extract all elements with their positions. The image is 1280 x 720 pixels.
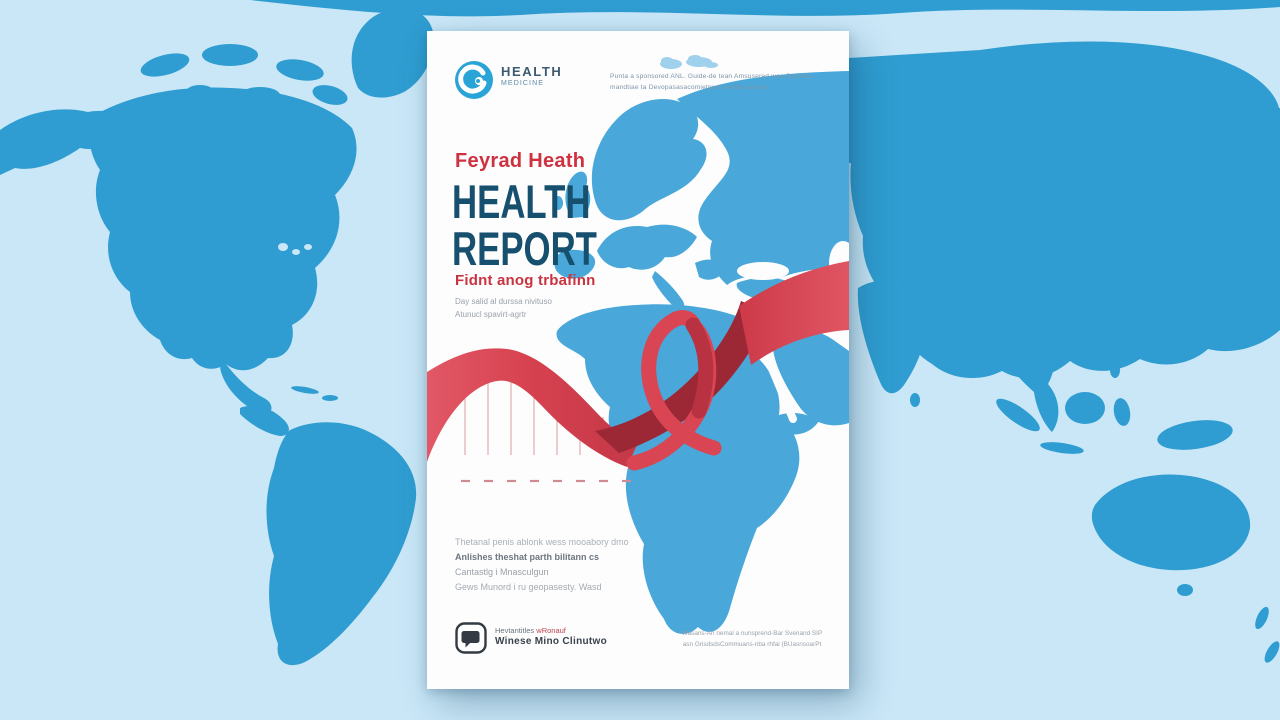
- ribbon-loop-shade: [685, 317, 714, 419]
- sakhalin: [1154, 120, 1166, 160]
- new-zealand: [1264, 641, 1280, 663]
- australia: [1091, 474, 1251, 571]
- new-zealand: [1255, 606, 1269, 630]
- sulawesi: [1113, 398, 1131, 426]
- new-guinea: [1157, 420, 1233, 450]
- black-sea: [737, 262, 789, 280]
- header-tagline-line1: Punta a sponsored ANL. Guide-de tean Ams…: [610, 73, 813, 80]
- footer-fineprint-line1: Wasans-An nemal a nunsprend-Bar Svenand …: [681, 630, 823, 637]
- poster-graphic-layer: [427, 71, 849, 634]
- south-america: [266, 422, 417, 666]
- ribbon-tail-right: [739, 261, 849, 365]
- mexico: [220, 364, 272, 414]
- logo-wordmark-line1: HEALTH: [501, 64, 563, 79]
- ireland: [553, 196, 563, 210]
- red-sea: [759, 343, 797, 423]
- body-paragraph-line1: Thetanal penis ablonk wess mooabory dmo: [455, 537, 629, 547]
- awareness-ribbon: [427, 261, 849, 471]
- clouds-icon: [660, 55, 718, 69]
- body-paragraph-line4: Gews Munord i ru geopasesty. Wasd: [455, 582, 602, 592]
- page-title-line1: HEALTH: [452, 175, 591, 228]
- inner-map-europe-africa: [553, 71, 849, 634]
- philippines: [1110, 362, 1120, 378]
- arctic-island: [140, 53, 190, 77]
- arctic-coast: [250, 0, 1280, 17]
- footer-org-line2: Winese Mino Clinutwo: [495, 636, 608, 647]
- japan: [1146, 180, 1158, 200]
- philippines: [1098, 331, 1112, 359]
- body-paragraph: Thetanal penis ablonk wess mooabory dmo …: [455, 535, 629, 595]
- borneo: [1065, 392, 1105, 424]
- title-note-line1: Day salid al durssa nivituso: [455, 297, 552, 306]
- footer-org-line1-dark: Hevtantitles: [495, 626, 537, 635]
- japan: [1175, 240, 1195, 270]
- speech-bubble-logo-icon: [455, 622, 487, 654]
- footer-fineprint-line2: asn GrisdsdsCommuans-nba rhfai (BUasnsoa…: [682, 640, 822, 648]
- ribbon-dark-band: [595, 301, 769, 453]
- java: [1040, 442, 1084, 454]
- tasmania: [1177, 584, 1193, 596]
- great-lake: [304, 244, 312, 250]
- asia: [849, 41, 1280, 379]
- sumatra: [996, 398, 1040, 432]
- great-lake: [292, 249, 300, 255]
- arabia: [772, 328, 849, 426]
- arctic-island: [312, 85, 348, 105]
- logo-wordmark-line2: MEDICINE: [501, 80, 545, 87]
- footer-org-line1: Hevtantitles wRonauf: [495, 626, 566, 635]
- central-america: [240, 405, 289, 436]
- footer-fineprint: Wasans-An nemal a nunsprend-Bar Svenand …: [673, 629, 831, 650]
- north-america: [89, 87, 357, 371]
- scandinavia: [591, 99, 707, 221]
- page-title: HEALTH REPORT: [452, 178, 597, 272]
- page-title-line2: REPORT: [452, 222, 597, 275]
- health-logo-icon: [455, 61, 493, 99]
- cuba: [291, 386, 319, 394]
- kamchatka: [1197, 95, 1221, 168]
- arctic-island: [202, 44, 258, 66]
- body-paragraph-line3: Cantastlg i Mnasculgun: [455, 567, 549, 577]
- body-paragraph-line2: Anlishes theshat parth bilitann cs: [455, 552, 600, 562]
- balkans: [695, 259, 727, 280]
- greenland: [351, 8, 434, 98]
- header-tagline-line2: mandtiae ta Devopasasacomietpurs Aandil-…: [610, 84, 768, 91]
- great-lake: [278, 243, 288, 251]
- britain: [565, 171, 591, 218]
- indochina: [985, 309, 1059, 432]
- footer-org-line1-red: wRonauf: [536, 626, 566, 635]
- italy: [652, 271, 685, 311]
- japan: [1158, 194, 1178, 236]
- sri-lanka: [910, 393, 920, 407]
- eastern-europe-russia: [677, 71, 849, 285]
- central-europe: [597, 224, 697, 270]
- title-eyebrow: Feyrad Heath: [455, 150, 586, 172]
- title-notes: Day salid al durssa nivituso Atunucl spa…: [455, 295, 552, 321]
- iberia: [554, 249, 596, 279]
- arctic-island: [276, 59, 324, 81]
- ribbon-wave: [427, 348, 637, 467]
- health-report-poster: HEALTH MEDICINE Punta a sponsored ANL. G…: [427, 31, 849, 689]
- title-subtitle: Fidnt anog trbafinn: [455, 272, 596, 289]
- title-note-line2: Atunucl spavirt-agrtr: [455, 310, 527, 319]
- africa: [556, 304, 800, 634]
- header-tagline: Punta a sponsored ANL. Guide-de tean Ams…: [610, 71, 828, 93]
- hispaniola: [322, 395, 338, 401]
- india: [857, 280, 927, 394]
